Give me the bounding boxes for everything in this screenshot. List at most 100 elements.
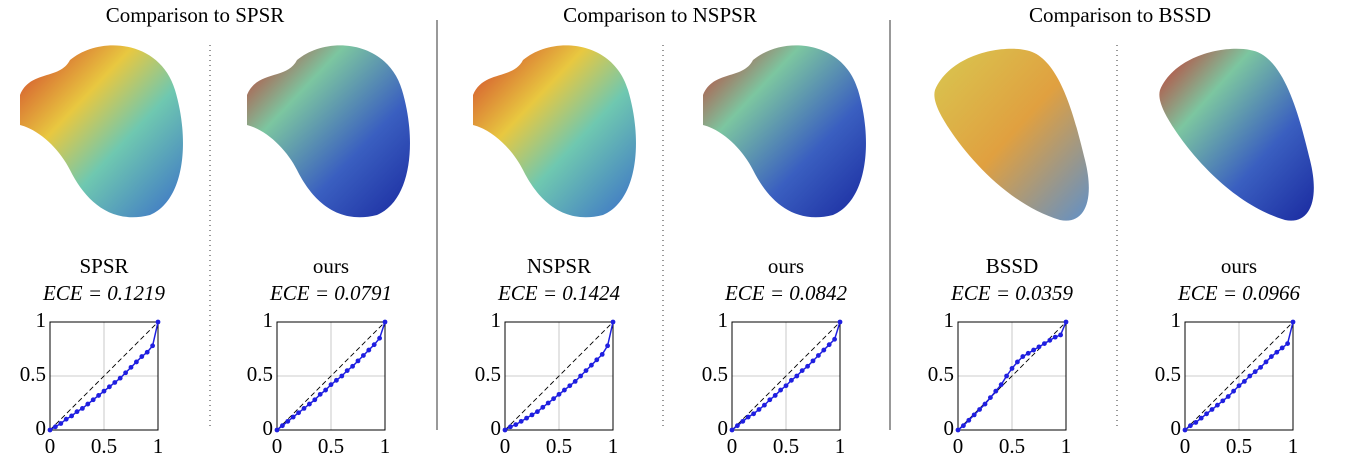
x-tick-label: 1 <box>380 434 391 458</box>
point <box>1252 369 1258 375</box>
point <box>382 319 388 325</box>
point <box>745 414 751 420</box>
y-tick-label: 1 <box>1171 308 1182 332</box>
chart-title: BSSD <box>986 254 1039 278</box>
point <box>317 391 323 397</box>
y-tick-label: 1 <box>263 308 274 332</box>
point <box>1247 373 1253 379</box>
point <box>605 343 610 349</box>
chart-subtitle: ECE = 0.0791 <box>269 281 392 305</box>
point <box>128 364 134 370</box>
point <box>955 427 961 433</box>
point <box>1009 366 1015 371</box>
chart-title: ours <box>313 254 349 278</box>
reference-line <box>504 321 614 431</box>
point <box>1198 415 1204 421</box>
point <box>355 358 361 364</box>
x-tick-label: 0 <box>953 434 964 458</box>
point <box>735 423 740 429</box>
chart-subtitle: ECE = 0.0359 <box>950 281 1074 305</box>
point <box>1058 332 1063 338</box>
point <box>1220 398 1226 404</box>
point <box>339 373 345 379</box>
point <box>540 404 546 410</box>
x-tick-label: 1 <box>1288 434 1299 458</box>
point <box>1215 402 1220 408</box>
plot-frame <box>276 321 386 431</box>
reference-line <box>1184 321 1294 431</box>
x-tick-label: 1 <box>835 434 846 458</box>
shape-nspsr <box>473 45 636 218</box>
point <box>594 357 600 363</box>
point <box>1269 354 1274 359</box>
reference-line <box>49 321 159 431</box>
x-tick-label: 1 <box>153 434 164 458</box>
point <box>988 395 993 400</box>
point <box>1258 364 1263 370</box>
chart-title: SPSR <box>79 254 128 278</box>
point <box>572 379 578 384</box>
plot-frame <box>957 321 1067 431</box>
point <box>74 409 80 415</box>
point <box>96 393 101 398</box>
shape-ours <box>247 45 410 218</box>
y-tick-label: 0 <box>1171 416 1182 440</box>
point <box>150 343 156 349</box>
point <box>63 416 69 422</box>
point <box>280 423 285 429</box>
chart-subtitle: ECE = 0.0842 <box>724 281 848 305</box>
point <box>966 417 972 423</box>
point <box>1052 334 1058 340</box>
point <box>117 375 123 381</box>
point <box>85 401 91 407</box>
point <box>513 422 519 427</box>
point <box>982 401 988 407</box>
point <box>139 354 145 359</box>
y-tick-label: 0.5 <box>928 362 954 386</box>
point <box>1263 359 1269 365</box>
shape-spsr <box>20 45 183 218</box>
y-tick-label: 0.5 <box>20 362 46 386</box>
group-title: Comparison to NSPSR <box>563 3 757 27</box>
point <box>810 358 816 364</box>
x-tick-label: 0.5 <box>999 434 1025 458</box>
point <box>371 342 377 348</box>
point <box>1047 337 1053 343</box>
point <box>832 336 837 342</box>
point <box>502 427 508 433</box>
plot-frame <box>504 321 614 431</box>
y-tick-label: 0 <box>36 416 47 440</box>
point <box>789 377 794 383</box>
point <box>90 397 96 403</box>
point <box>155 319 161 325</box>
point <box>274 427 280 433</box>
point <box>578 373 583 379</box>
shape-bssd <box>934 48 1089 221</box>
x-tick-label: 1 <box>608 434 619 458</box>
point <box>1036 344 1042 350</box>
x-tick-label: 0.5 <box>773 434 799 458</box>
point <box>1290 319 1296 325</box>
point <box>134 359 139 365</box>
point <box>1020 354 1026 359</box>
x-tick-label: 0.5 <box>546 434 572 458</box>
point <box>562 387 567 393</box>
point <box>767 397 773 403</box>
point <box>328 382 334 388</box>
point <box>301 406 307 411</box>
point <box>1015 359 1020 365</box>
point <box>805 363 810 369</box>
plot-frame <box>731 321 841 431</box>
point <box>545 400 551 406</box>
y-tick-label: 1 <box>491 308 502 332</box>
point <box>1209 407 1215 412</box>
point <box>821 347 827 353</box>
point <box>1225 394 1231 399</box>
point <box>285 418 291 424</box>
point <box>794 373 800 379</box>
point <box>1231 388 1236 394</box>
point <box>296 410 301 416</box>
point <box>101 388 107 394</box>
point <box>556 391 562 397</box>
